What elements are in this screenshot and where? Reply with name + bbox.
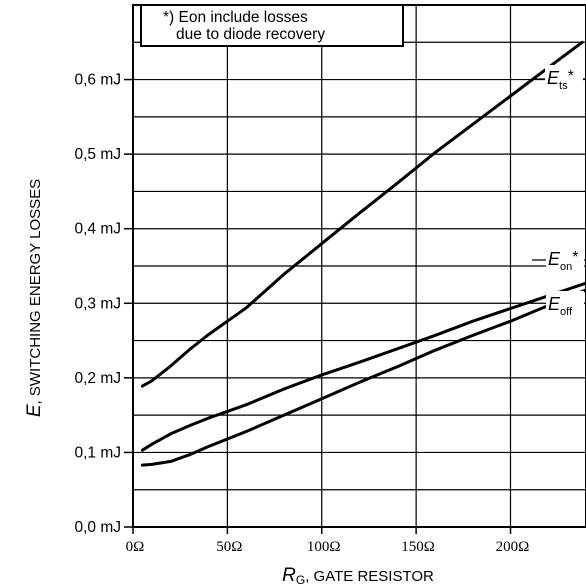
series-label-bg xyxy=(546,291,584,321)
series-line-2 xyxy=(140,288,586,467)
x-tick-label: 100Ω xyxy=(307,539,341,555)
series-label-bg xyxy=(546,246,584,276)
y-tick-label: 0,2 mJ xyxy=(74,370,121,387)
x-axis-title-symbol: R xyxy=(282,565,296,586)
x-tick-label: 150Ω xyxy=(401,539,435,555)
x-axis-title-text: , GATE RESISTOR xyxy=(305,568,434,585)
x-tick-label: 200Ω xyxy=(496,539,530,555)
series-line-1 xyxy=(140,281,586,452)
x-tick-label: 50Ω xyxy=(216,539,242,555)
note-line-1: *) Eon include losses xyxy=(163,9,308,26)
y-tick-label: 0,4 mJ xyxy=(74,221,121,238)
series-label-2: Eoff xyxy=(548,294,573,318)
y-tick-label: 0,6 mJ xyxy=(74,72,121,89)
x-axis-title-subscript: G xyxy=(296,573,305,587)
series-label-1: Eon* xyxy=(548,249,579,273)
series-label-bg xyxy=(545,65,583,95)
tick-labels: 0,0 mJ 0,1 mJ 0,2 mJ 0,3 mJ 0,4 mJ 0,5 mJ 0,6 … xyxy=(74,72,529,555)
note-box: *) Eon include losses due to diode recov… xyxy=(140,4,404,47)
y-axis-title-symbol: E xyxy=(24,404,45,417)
series-line-0 xyxy=(140,40,584,388)
note-box-border xyxy=(140,4,404,47)
y-axis-title: E, SWITCHING ENERGY LOSSES xyxy=(24,179,45,417)
x-axis-title: RG, GATE RESISTOR xyxy=(282,565,434,587)
y-axis-title-text: , SWITCHING ENERGY LOSSES xyxy=(27,179,44,405)
y-tick-label: 0,5 mJ xyxy=(74,146,121,163)
y-tick-label: 0,0 mJ xyxy=(74,519,121,536)
series-label-0: Ets* xyxy=(547,68,574,92)
series-labels: Ets* Eon* Eoff xyxy=(532,65,586,321)
y-tick-label: 0,3 mJ xyxy=(74,295,121,312)
y-tick-label: 0,1 mJ xyxy=(74,444,121,461)
x-tick-label: 0Ω xyxy=(126,539,145,555)
series-layer xyxy=(140,40,586,467)
note-line-2: due to diode recovery xyxy=(176,26,325,43)
